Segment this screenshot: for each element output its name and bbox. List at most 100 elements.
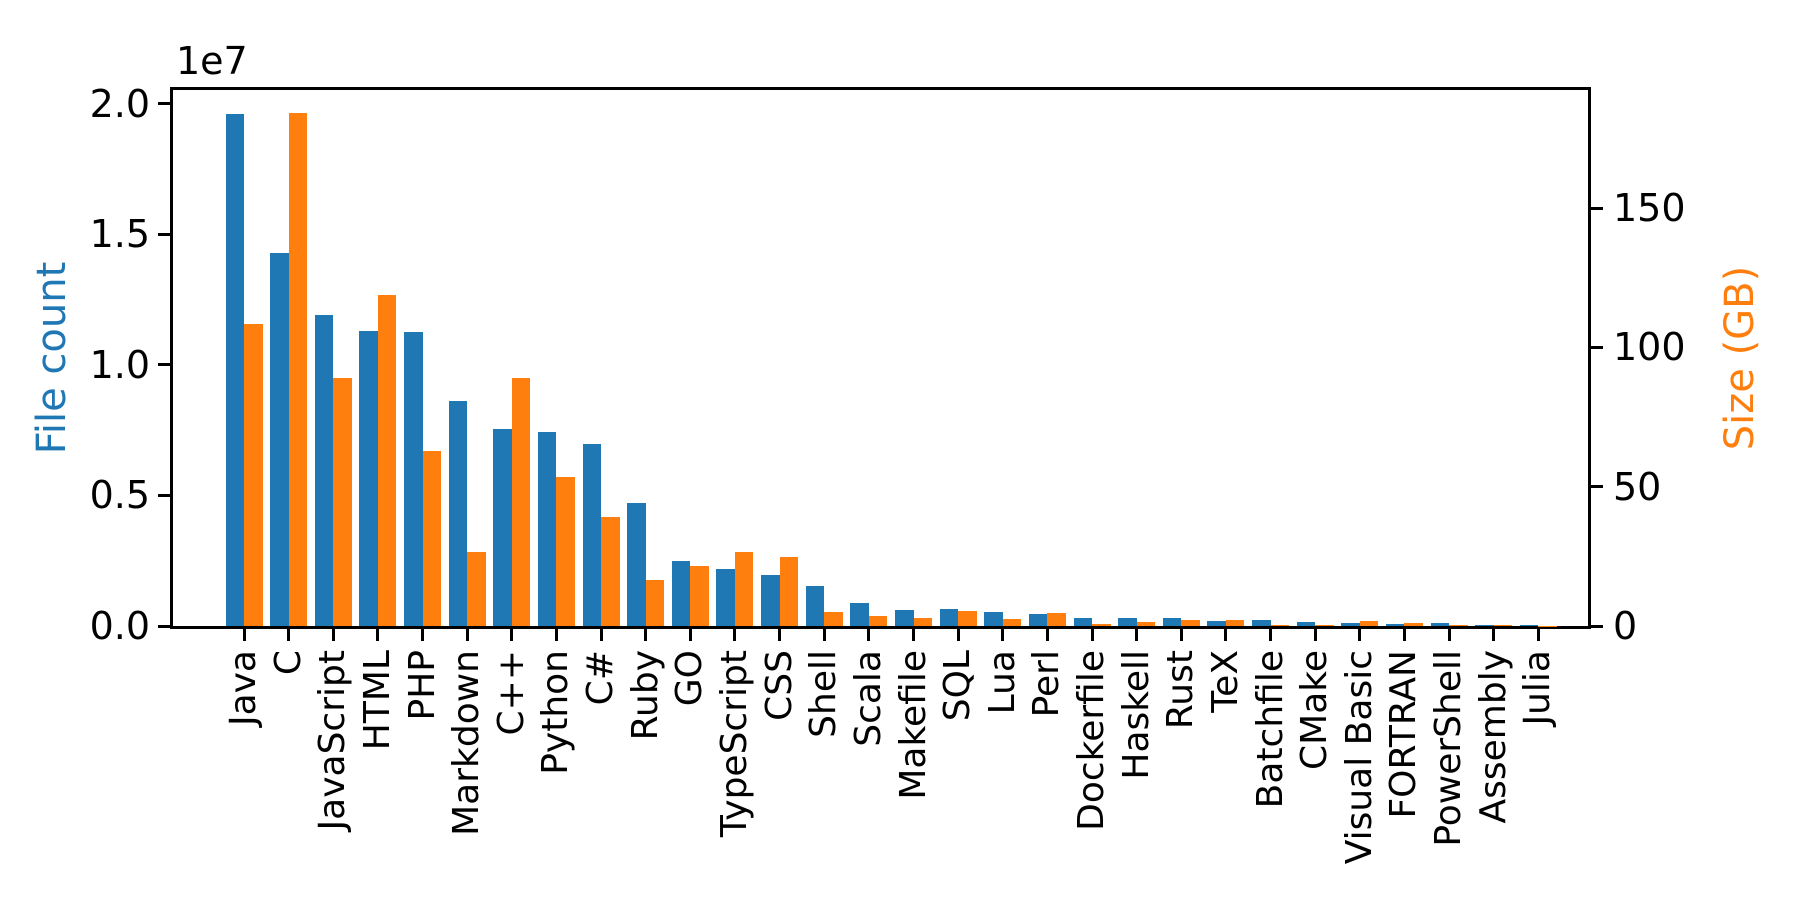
x-tick-markdown (465, 629, 469, 641)
bar-shell-size-gb (824, 612, 843, 626)
bar-batchfile-file-count (1252, 620, 1271, 626)
left-y-tick-label-1.0: 1.0 (89, 342, 150, 387)
bar-rust-file-count (1162, 617, 1182, 626)
x-tick-sql (956, 629, 960, 641)
bar-visual-basic-file-count (1341, 622, 1360, 626)
bar-batchfile-size-gb (1270, 625, 1289, 626)
bar-haskell-file-count (1118, 617, 1137, 626)
bar-c-file-count (493, 428, 512, 626)
right-y-tick-label-100: 100 (1613, 325, 1686, 370)
bar-cmake-file-count (1296, 622, 1316, 626)
x-tick-makefile (912, 629, 915, 641)
x-tick-label-text-fortran: FORTRAN (1383, 650, 1425, 819)
bar-javascript-file-count (314, 315, 334, 626)
bar-html-file-count (359, 330, 378, 626)
bar-dockerfile-file-count (1073, 617, 1092, 626)
bar-php-file-count (404, 332, 423, 626)
x-tick-scala (867, 629, 871, 641)
bar-python-size-gb (556, 477, 575, 626)
bar-go-file-count (671, 561, 691, 626)
left-y-tick-0.0 (158, 624, 170, 628)
x-tick-css (778, 629, 782, 641)
bar-dockerfile-size-gb (1092, 624, 1111, 626)
bar-css-file-count (761, 575, 780, 626)
x-tick-javascript (331, 629, 335, 641)
bar-scala-file-count (850, 603, 869, 626)
bar-assembly-file-count (1475, 625, 1494, 626)
bar-html-size-gb (377, 294, 397, 626)
bar-perl-file-count (1028, 614, 1048, 626)
x-tick-label-text-html: HTML (356, 650, 398, 751)
x-tick-lua (1001, 629, 1005, 641)
left-y-tick-label-2.0: 2.0 (89, 81, 150, 126)
bar-tex-size-gb (1225, 620, 1245, 626)
bar-powershell-size-gb (1449, 625, 1468, 626)
bar-julia-file-count (1519, 625, 1539, 626)
x-tick-label-text-visual-basic: Visual Basic (1338, 650, 1380, 865)
bar-typescript-size-gb (734, 551, 754, 626)
x-tick-batchfile (1269, 629, 1272, 641)
x-tick-label-text-julia: Julia (1517, 650, 1559, 726)
right-y-tick-label-150: 150 (1613, 186, 1686, 231)
x-tick-label-text-c: C (267, 650, 309, 676)
x-tick-label-text-go: GO (669, 650, 711, 707)
x-tick-label-text-css: CSS (758, 650, 800, 721)
x-tick-label-text-java: Java (223, 650, 264, 727)
bar-perl-size-gb (1047, 613, 1066, 626)
x-tick-shell (822, 629, 826, 641)
bar-java-size-gb (244, 323, 263, 626)
x-tick-assembly (1492, 629, 1496, 641)
y-axis-offset-label: 1e7 (176, 39, 248, 83)
x-tick-label-text-markdown: Markdown (446, 650, 488, 836)
x-tick-go (688, 629, 692, 641)
bar-cmake-size-gb (1315, 625, 1334, 626)
x-tick-label-text-scala: Scala (847, 650, 889, 747)
x-tick-ruby (644, 629, 648, 641)
left-y-tick-label-1.5: 1.5 (89, 212, 150, 257)
right-y-tick-0 (1591, 624, 1603, 628)
left-y-tick-label-0.5: 0.5 (89, 473, 150, 518)
x-tick-label-text-javascript: JavaScript (312, 650, 354, 831)
x-tick-label-text-python: Python (535, 650, 577, 775)
bar-sql-size-gb (958, 611, 977, 626)
x-tick-perl (1045, 629, 1049, 641)
plot-area (170, 87, 1591, 629)
x-tick-c (287, 629, 291, 641)
x-tick-html (376, 629, 380, 641)
x-tick-label-text-sql: SQL (937, 650, 979, 722)
bar-lua-file-count (984, 611, 1003, 626)
bar-c-size-gb (288, 113, 308, 626)
right-y-tick-label-0: 0 (1613, 604, 1638, 648)
x-tick-rust (1179, 629, 1183, 641)
right-y-tick-150 (1591, 206, 1603, 210)
x-tick-c (510, 629, 514, 641)
x-tick-label-text-batchfile: Batchfile (1249, 650, 1291, 809)
x-tick-tex (1224, 629, 1228, 641)
right-y-tick-100 (1591, 345, 1603, 349)
x-tick-label-text-perl: Perl (1026, 650, 1068, 718)
bar-fortran-file-count (1385, 624, 1405, 626)
bar-scala-size-gb (868, 615, 888, 626)
left-y-tick-2.0 (158, 102, 170, 106)
bar-shell-file-count (805, 585, 825, 626)
x-tick-label-text-rust: Rust (1160, 650, 1202, 730)
bar-css-size-gb (779, 557, 799, 626)
bar-c-file-count (582, 444, 601, 626)
left-y-tick-1.5 (158, 232, 170, 236)
x-tick-c (599, 629, 603, 641)
bar-c-size-gb (511, 378, 531, 626)
bar-lua-size-gb (1002, 619, 1022, 626)
x-tick-label-text-makefile: Makefile (892, 650, 934, 800)
x-tick-label-text-typescript: TypeScript (713, 650, 755, 838)
bar-haskell-size-gb (1136, 621, 1156, 626)
bar-rust-size-gb (1181, 619, 1200, 626)
x-tick-label-text-tex: TeX (1204, 650, 1246, 713)
x-tick-julia (1536, 629, 1540, 641)
bar-makefile-file-count (895, 609, 914, 626)
bar-go-size-gb (690, 566, 709, 626)
bar-visual-basic-size-gb (1359, 621, 1379, 626)
x-tick-php (421, 629, 424, 641)
bar-ruby-size-gb (645, 580, 665, 626)
bar-javascript-size-gb (333, 378, 352, 626)
